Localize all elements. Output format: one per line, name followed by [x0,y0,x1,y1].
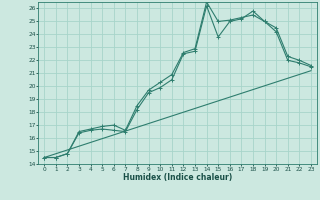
X-axis label: Humidex (Indice chaleur): Humidex (Indice chaleur) [123,173,232,182]
